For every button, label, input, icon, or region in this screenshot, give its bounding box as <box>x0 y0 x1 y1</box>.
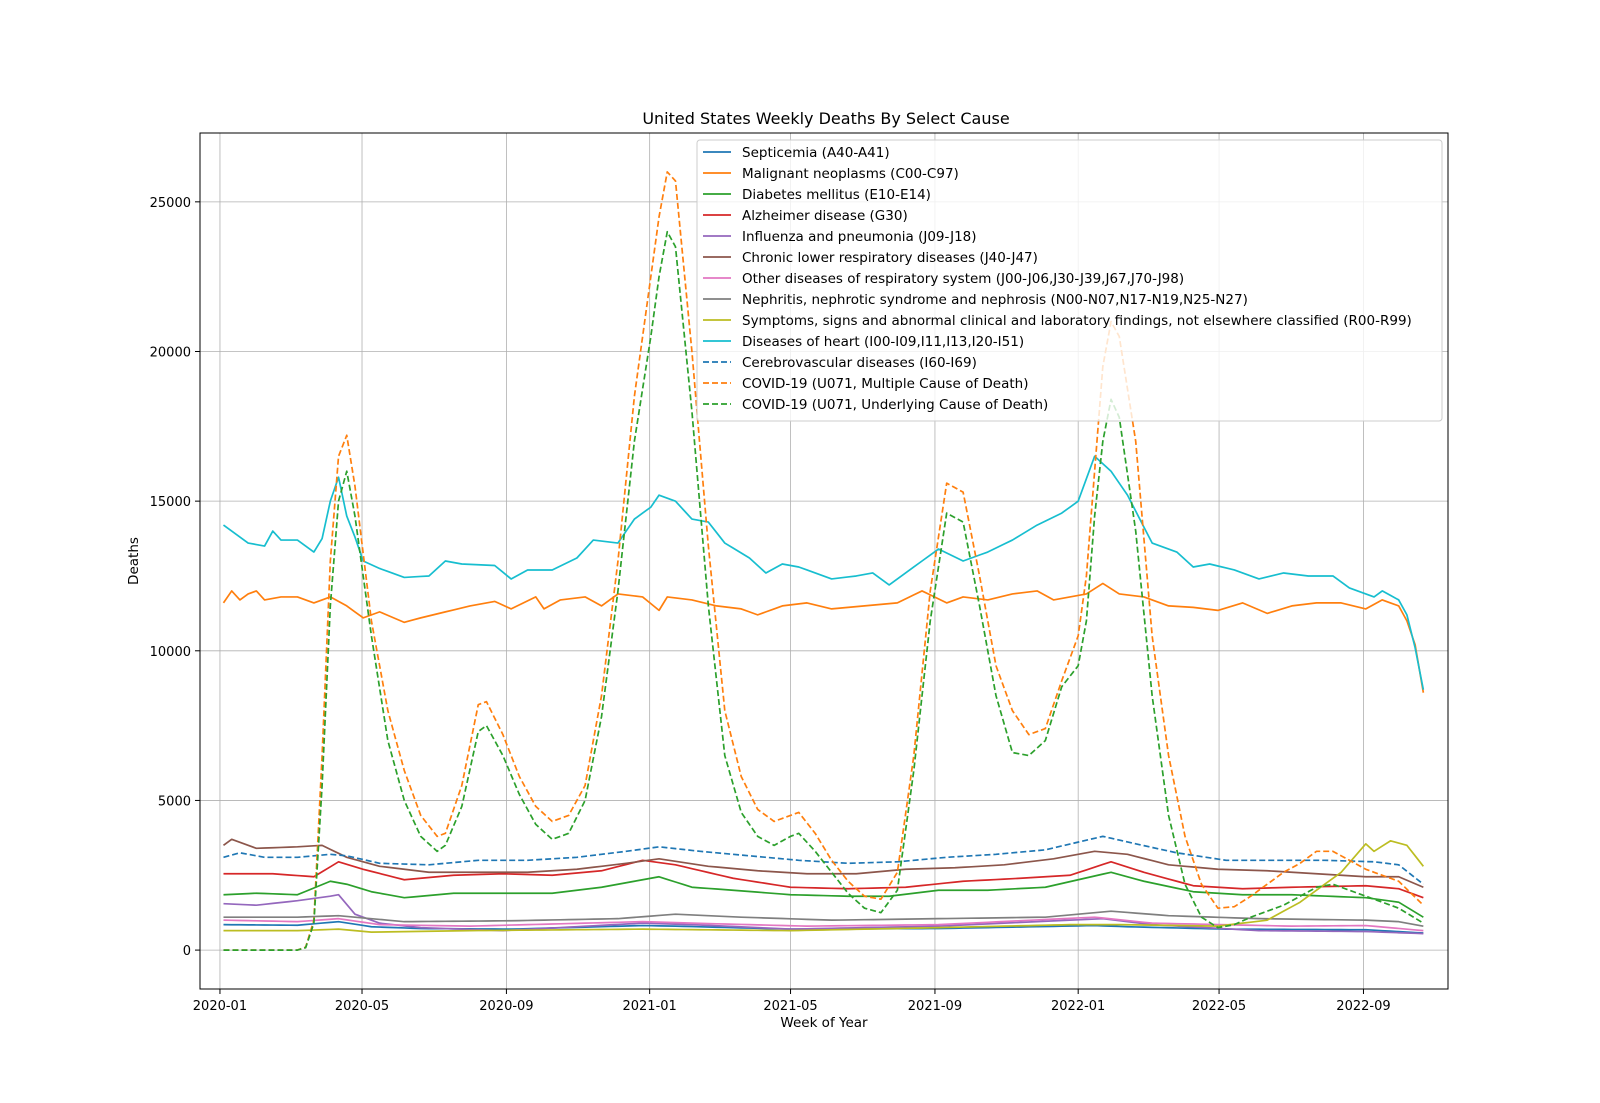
y-axis-label: Deaths <box>126 537 142 585</box>
legend-entry: Alzheimer disease (G30) <box>742 208 908 224</box>
series-lines <box>222 171 1425 951</box>
series-line <box>223 910 1424 927</box>
legend-entry: Nephritis, nephrotic syndrome and nephro… <box>742 292 1248 308</box>
series-line <box>223 171 1424 951</box>
legend-entry: Symptoms, signs and abnormal clinical an… <box>742 313 1412 329</box>
series-line <box>223 840 1425 933</box>
x-axis: 2020-01 2020-05 2020-09 2021-01 2021-05 2021-… <box>193 989 1391 1014</box>
x-tick-label: 2021-05 <box>763 999 817 1014</box>
legend: Septicemia (A40-A41) Malignant neoplasms … <box>696 139 1443 422</box>
x-tick-label: 2022-01 <box>1051 999 1105 1014</box>
legend-entry: Influenza and pneumonia (J09-J18) <box>742 229 977 245</box>
series-line <box>223 859 1424 899</box>
legend-entry: Other diseases of respiratory system (J0… <box>742 271 1184 287</box>
x-tick-label: 2020-01 <box>193 999 247 1014</box>
legend-box <box>696 139 1443 422</box>
legend-entry: COVID-19 (U071, Underlying Cause of Deat… <box>742 397 1048 413</box>
legend-entry: Diabetes mellitus (E10-E14) <box>742 187 931 203</box>
legend-entry: Chronic lower respiratory diseases (J40-… <box>742 250 1038 266</box>
series-line <box>222 455 1425 690</box>
legend-entry: Diseases of heart (I00-I09,I11,I13,I20-I… <box>742 334 1024 350</box>
x-tick-label: 2021-01 <box>622 999 676 1014</box>
y-tick-label: 25000 <box>150 196 191 211</box>
y-tick-label: 5000 <box>158 794 191 809</box>
legend-entry: Cerebrovascular diseases (I60-I69) <box>742 355 977 371</box>
legend-entry: Malignant neoplasms (C00-C97) <box>742 166 959 182</box>
series-line <box>223 871 1424 918</box>
x-tick-label: 2022-09 <box>1336 999 1390 1014</box>
chart-title: United States Weekly Deaths By Select Ca… <box>642 109 1009 128</box>
series-line <box>222 838 1424 889</box>
y-tick-label: 15000 <box>150 495 191 510</box>
series-line <box>223 230 1424 951</box>
x-tick-label: 2020-05 <box>335 999 389 1014</box>
x-tick-label: 2020-09 <box>479 999 533 1014</box>
plot-frame <box>199 132 1449 990</box>
series-line <box>222 582 1425 693</box>
x-axis-label: Week of Year <box>780 1015 868 1031</box>
y-tick-label: 0 <box>183 944 191 959</box>
y-tick-label: 20000 <box>150 345 191 360</box>
legend-entry: COVID-19 (U071, Multiple Cause of Death) <box>742 376 1028 392</box>
series-line <box>223 893 1424 935</box>
x-tick-label: 2021-09 <box>908 999 962 1014</box>
y-axis: 0 5000 10000 15000 20000 25000 <box>150 196 200 959</box>
x-tick-label: 2022-05 <box>1192 999 1246 1014</box>
y-tick-label: 10000 <box>150 645 191 660</box>
legend-entry: Septicemia (A40-A41) <box>742 145 890 161</box>
